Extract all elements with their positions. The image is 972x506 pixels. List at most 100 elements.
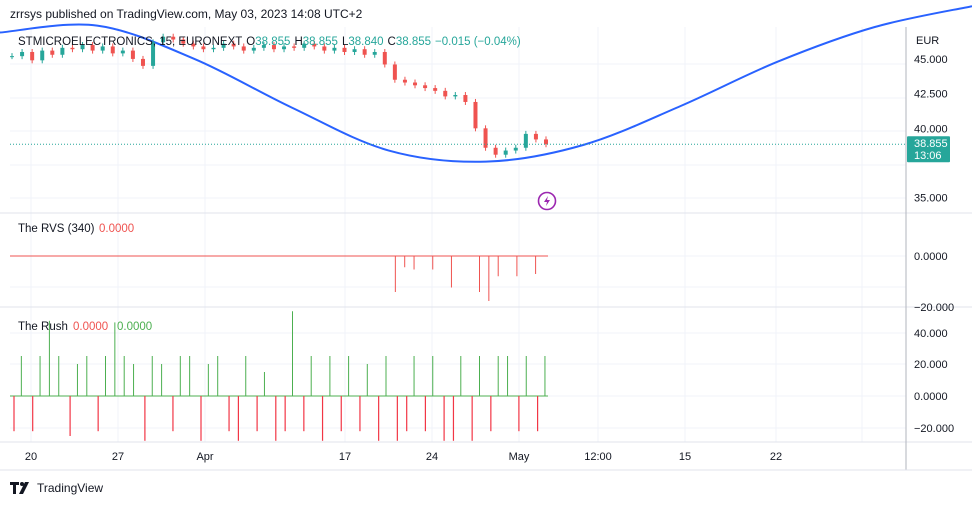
- candle-body: [120, 50, 125, 54]
- candle-body: [533, 133, 538, 140]
- price-axis-tick: 40.000: [914, 123, 948, 135]
- candle-body: [90, 45, 95, 51]
- candle-body: [463, 95, 468, 102]
- bar-countdown: 13:06: [914, 150, 942, 162]
- candle-body: [372, 51, 377, 55]
- candle-body: [402, 79, 407, 83]
- candle-body: [140, 58, 145, 66]
- candle-body: [523, 133, 528, 148]
- tradingview-brand[interactable]: TradingView: [10, 481, 103, 495]
- price-axis-tick: 42.500: [914, 89, 948, 101]
- ohlc-value: 38.855: [396, 36, 431, 48]
- time-axis-tick: Apr: [196, 451, 213, 463]
- candle-body: [413, 82, 418, 86]
- time-axis-tick: 22: [770, 451, 782, 463]
- time-axis-tick: 17: [339, 451, 351, 463]
- candle-body: [433, 88, 438, 91]
- lightning-icon: [537, 191, 557, 211]
- time-axis-tick: 20: [25, 451, 37, 463]
- candle-body: [60, 47, 65, 55]
- tradingview-logo-icon: [10, 482, 29, 494]
- candle-body: [544, 139, 548, 145]
- ohlc-label: C: [388, 36, 396, 48]
- rush-axis-tick: 0.0000: [914, 391, 948, 403]
- candle-body: [241, 46, 246, 51]
- candle-body: [221, 43, 226, 48]
- brand-label: TradingView: [37, 481, 104, 495]
- candle-body: [10, 56, 14, 58]
- cycle-curve-line: [0, 5, 972, 163]
- candle-body: [201, 46, 206, 50]
- candle-body: [50, 50, 55, 55]
- candle-body: [342, 47, 347, 52]
- candle-body: [322, 46, 327, 51]
- candle-body: [251, 47, 256, 51]
- publish-line: zrrsys published on TradingView.com, May…: [10, 7, 363, 21]
- rush-name: The Rush: [18, 321, 68, 333]
- symbol-name: STMICROELECTRONICS, 15, EURONEXT: [18, 36, 242, 48]
- candle-body: [151, 42, 156, 66]
- price-axis-tick: 35.000: [914, 193, 948, 205]
- rush-value-red: 0.0000: [73, 321, 108, 333]
- last-price-tag: [907, 136, 950, 163]
- time-axis-tick: 15: [679, 451, 691, 463]
- candle-body: [423, 85, 428, 89]
- rvs-axis-tick: 0.0000: [914, 251, 948, 263]
- rush-axis-tick: 40.000: [914, 328, 948, 340]
- candle-body: [261, 45, 266, 48]
- candle-body: [513, 147, 518, 151]
- ohlc-label: H: [294, 36, 302, 48]
- rvs-name: The RVS (340): [18, 223, 95, 235]
- candle-body: [231, 43, 236, 47]
- candle-body: [302, 43, 307, 48]
- candle-body: [332, 47, 337, 51]
- rush-axis-tick: −20.000: [914, 423, 954, 435]
- last-price-value: 38.855: [914, 138, 948, 150]
- candle-body: [211, 47, 216, 50]
- candle-body: [271, 45, 276, 50]
- price-axis-tick: 45.000: [914, 54, 948, 66]
- time-axis-tick: 24: [426, 451, 438, 463]
- candle-body: [292, 46, 297, 48]
- rush-value-green: 0.0000: [117, 321, 152, 333]
- candle-body: [362, 49, 367, 55]
- candle-body: [443, 90, 448, 97]
- candle-body: [171, 36, 176, 40]
- candle-body: [382, 51, 387, 65]
- candle-body: [80, 45, 85, 50]
- candle-body: [483, 128, 488, 148]
- candle-body: [161, 36, 166, 43]
- price-change: −0.015 (−0.04%): [435, 36, 521, 48]
- candle-body: [100, 46, 105, 51]
- candle-body: [453, 95, 458, 97]
- candle-body: [110, 46, 115, 54]
- time-axis-tick: 27: [112, 451, 124, 463]
- rush-axis-tick: 20.000: [914, 359, 948, 371]
- candle-body: [493, 147, 498, 155]
- candle-body: [503, 150, 508, 155]
- ohlc-label: L: [342, 36, 349, 48]
- candle-body: [20, 51, 25, 57]
- candle-body: [352, 49, 357, 52]
- ohlc-value: 38.855: [255, 36, 290, 48]
- ohlc-label: O: [246, 36, 255, 48]
- candle-body: [70, 47, 75, 50]
- currency-label: EUR: [916, 35, 939, 47]
- rvs-value: 0.0000: [99, 223, 134, 235]
- time-axis-tick: May: [509, 451, 530, 463]
- candle-body: [40, 50, 45, 61]
- rvs-axis-tick: −20.000: [914, 302, 954, 314]
- candle-body: [30, 51, 35, 61]
- lightning-icon-bolt: [544, 196, 550, 206]
- candle-body: [282, 46, 287, 50]
- candle-body: [181, 39, 186, 44]
- candle-body: [473, 101, 478, 129]
- candle-body: [392, 64, 397, 80]
- ohlc-value: 38.840: [348, 36, 383, 48]
- candle-body: [191, 43, 196, 47]
- time-axis-tick: 12:00: [584, 451, 612, 463]
- ohlc-value: 38.855: [303, 36, 338, 48]
- candle-body: [312, 43, 317, 47]
